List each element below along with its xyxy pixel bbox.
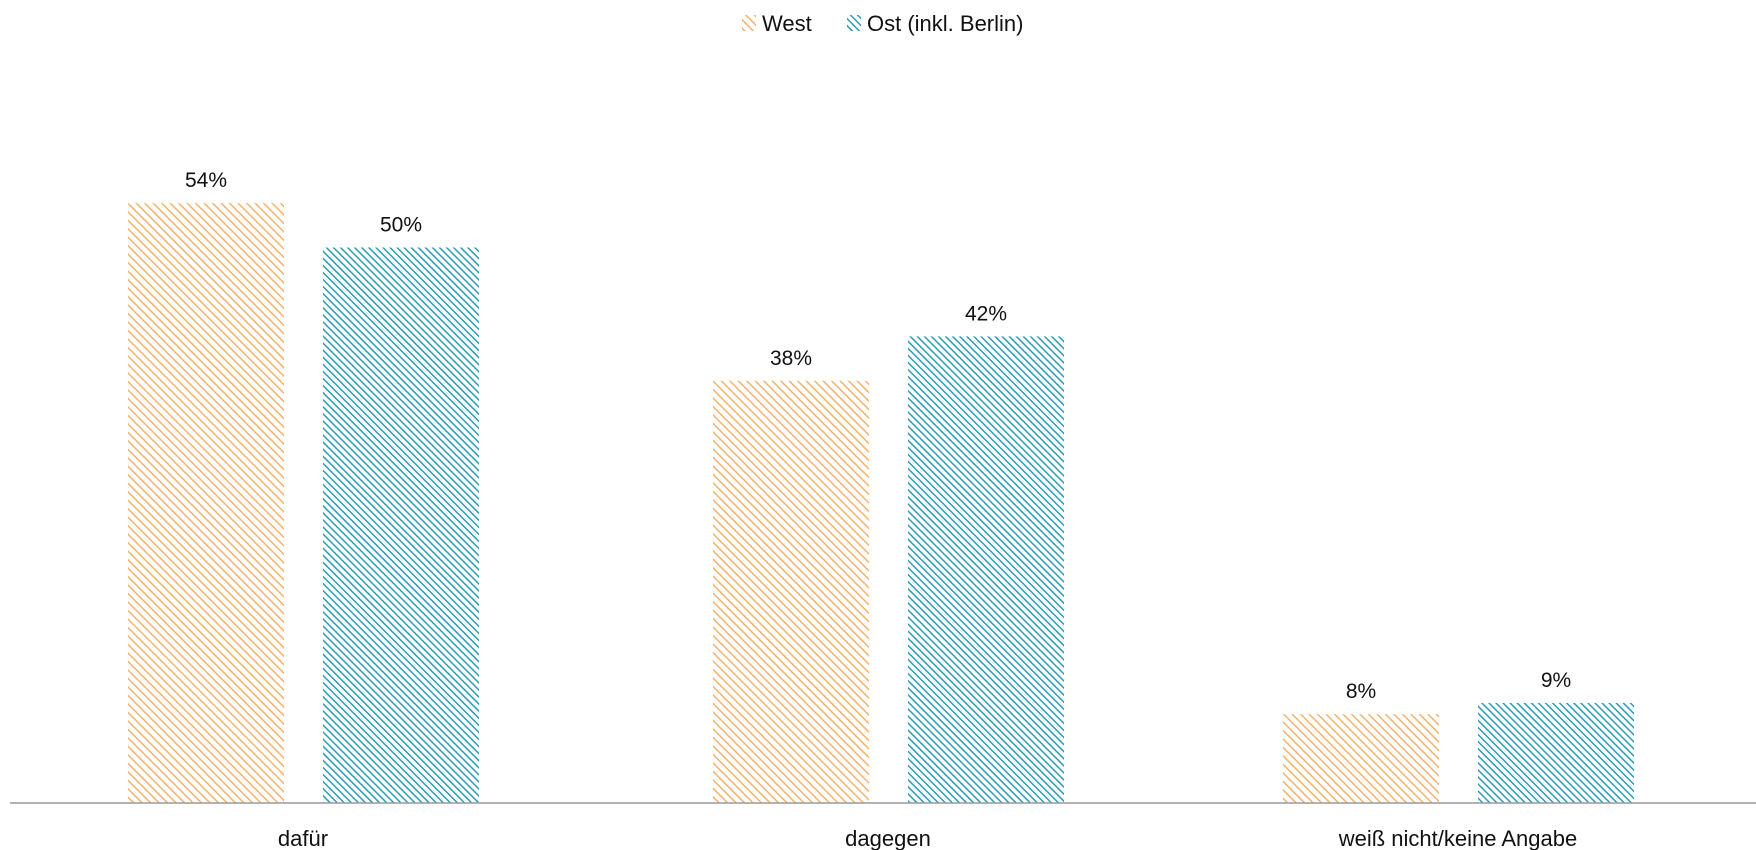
data-label: 8%: [1346, 680, 1376, 703]
bar-ost-0: [323, 247, 479, 803]
data-label: 50%: [380, 214, 422, 237]
x-axis-tick-labels: dafür dagegen weiß nicht/keine Angabe: [278, 826, 1577, 850]
data-label: 54%: [185, 169, 227, 192]
bar-ost-1: [908, 336, 1064, 803]
x-tick-label: dagegen: [845, 826, 931, 850]
bar-ost-2: [1478, 703, 1634, 803]
data-label: 9%: [1541, 669, 1571, 692]
x-tick-label: dafür: [278, 826, 328, 850]
data-label: 38%: [770, 347, 812, 370]
bar-west-2: [1283, 714, 1439, 803]
legend-label-ost: Ost (inkl. Berlin): [867, 11, 1023, 36]
bar-west-0: [128, 203, 284, 804]
legend: West Ost (inkl. Berlin): [742, 11, 1023, 36]
legend-swatch-ost: [847, 15, 861, 31]
legend-swatch-west: [742, 15, 756, 31]
data-label: 42%: [965, 302, 1007, 325]
legend-label-west: West: [762, 11, 812, 36]
bar-west-1: [713, 380, 869, 803]
x-tick-label: weiß nicht/keine Angabe: [1338, 826, 1578, 850]
plot-area: 54% 38% 8% 50% 42% 9%: [128, 169, 1634, 804]
